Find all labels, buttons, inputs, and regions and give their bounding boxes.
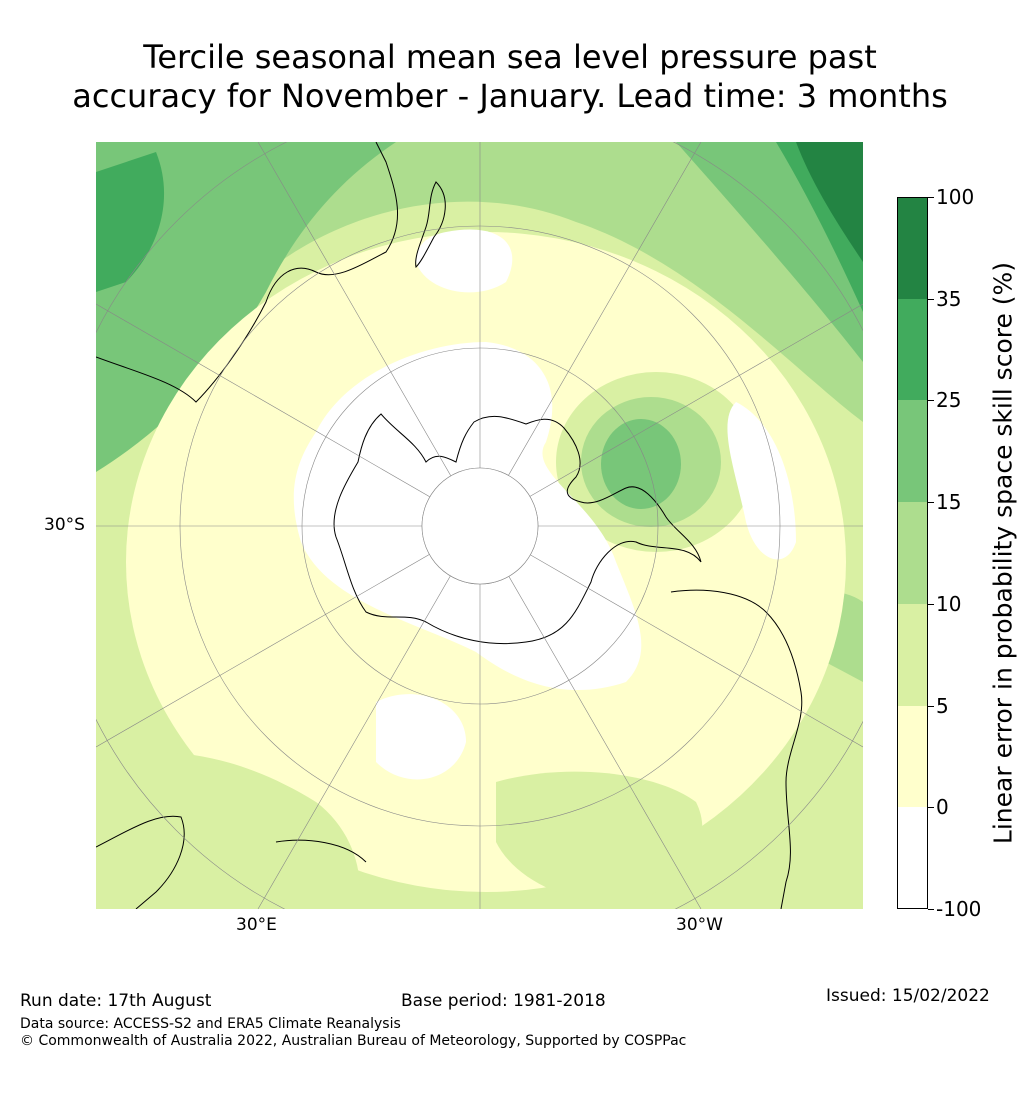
lat-label-30s: 30°S [44,515,85,535]
colorbar-tick [928,705,934,707]
region-white-north [416,229,513,293]
issued-date: Issued: 15/02/2022 [826,986,990,1006]
colorbar-tick-label: 100 [936,185,975,209]
colorbar-tick-label: 10 [936,591,962,616]
lon-label-30e: 30°E [236,915,277,935]
region-white-southwest [376,694,466,780]
colorbar-tick [928,298,934,300]
colorbar-segment [897,298,928,402]
region-lower-left-patch [96,752,360,909]
colorbar-tick [928,603,934,605]
region-white-east [727,402,796,560]
base-period: Base period: 1981-2018 [401,991,606,1011]
colorbar-tick-label: 15 [936,490,962,515]
lon-label-30w: 30°W [676,915,723,935]
colorbar-tick [928,197,934,198]
colorbar-segment [897,502,928,606]
region-peninsula-anomaly-core [601,419,681,509]
colorbar-tick [928,502,934,504]
region-corner-darkest [796,142,863,262]
colorbar-title: Linear error in probability space skill … [988,261,1018,845]
data-source: Data source: ACCESS-S2 and ERA5 Climate … [20,1016,401,1032]
colorbar-segment [897,807,928,910]
africa-coastline [96,815,185,909]
colorbar-tick [928,807,934,809]
region-upper-left-green [96,142,396,472]
colorbar-tick-label: 25 [936,388,962,413]
colorbar-tick [928,909,934,910]
colorbar-segment [897,705,928,809]
colorbar-tick-label: 0 [936,795,949,820]
map-title: Tercile seasonal mean sea level pressure… [0,38,1020,116]
antarctica-coastline [333,413,702,645]
copyright: © Commonwealth of Australia 2022, Austra… [20,1033,687,1049]
title-line-2: accuracy for November - January. Lead ti… [72,77,948,115]
colorbar-tick-label: 5 [936,693,949,718]
colorbar-tick-label: 35 [936,286,962,311]
region-far-upper-left [96,152,165,292]
title-line-1: Tercile seasonal mean sea level pressure… [143,38,877,76]
colorbar-tick [928,400,934,402]
colorbar-segment [897,400,928,504]
colorbar-tick-label: -100 [936,897,982,921]
australia-coastline [96,142,399,403]
colorbar-segment [897,197,928,301]
pole-hole [421,467,539,585]
colorbar-frame [897,197,928,909]
madagascar-coastline [275,839,367,863]
run-date: Run date: 17th August [20,991,212,1011]
skill-score-map [96,142,863,909]
south-america-coastline [670,589,803,909]
region-lower-center-patch [496,771,703,904]
new-zealand-coastline [415,181,446,269]
